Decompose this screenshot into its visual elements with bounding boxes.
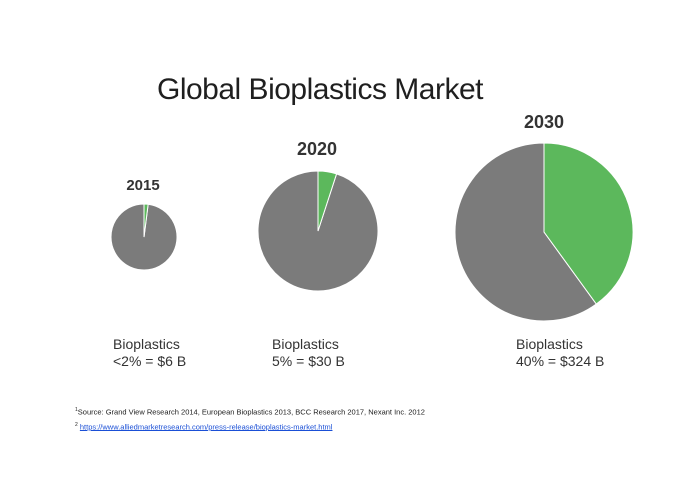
pie-2030-year-label: 2030 [524, 112, 564, 132]
caption-2015-value: <2% = $6 B [113, 353, 187, 369]
footnote-2-marker: 2 [75, 421, 78, 428]
chart-title: Global Bioplastics Market [157, 73, 483, 106]
pie-2015-year-label: 2015 [126, 177, 159, 194]
pie-2015: 2015 [110, 177, 178, 271]
pie-2020-bioplastics-slice [317, 170, 338, 232]
caption-2030-series: Bioplastics [516, 336, 583, 352]
caption-2020-value: 5% = $30 B [272, 353, 345, 369]
caption-2030-value: 40% = $324 B [516, 353, 605, 369]
footnote-1: 1Source: Grand View Research 2014, Europ… [75, 404, 425, 419]
pie-2020-year-label: 2020 [297, 139, 337, 159]
caption-2015: Bioplastics <2% = $6 B [113, 336, 186, 370]
caption-2020: Bioplastics 5% = $30 B [272, 336, 345, 370]
caption-2020-series: Bioplastics [272, 336, 339, 352]
footnote-2: 2 https://www.alliedmarketresearch.com/p… [75, 419, 425, 434]
footnote-2-link[interactable]: https://www.alliedmarketresearch.com/pre… [79, 422, 333, 431]
pie-2020: 2020 [257, 139, 379, 292]
footnote-1-marker: 1 [75, 407, 78, 413]
caption-2015-series: Bioplastics [113, 336, 180, 352]
caption-2030: Bioplastics 40% = $324 B [516, 336, 604, 370]
footnote-1-text: Source: Grand View Research 2014, Europe… [77, 407, 425, 417]
pie-2030: 2030 [454, 112, 634, 322]
pie-2030-other-slice [454, 142, 598, 322]
footnotes: 1Source: Grand View Research 2014, Europ… [75, 404, 425, 433]
pie-2030-bioplastics-slice [543, 142, 634, 305]
pie-2015-bioplastics-slice [143, 203, 149, 238]
